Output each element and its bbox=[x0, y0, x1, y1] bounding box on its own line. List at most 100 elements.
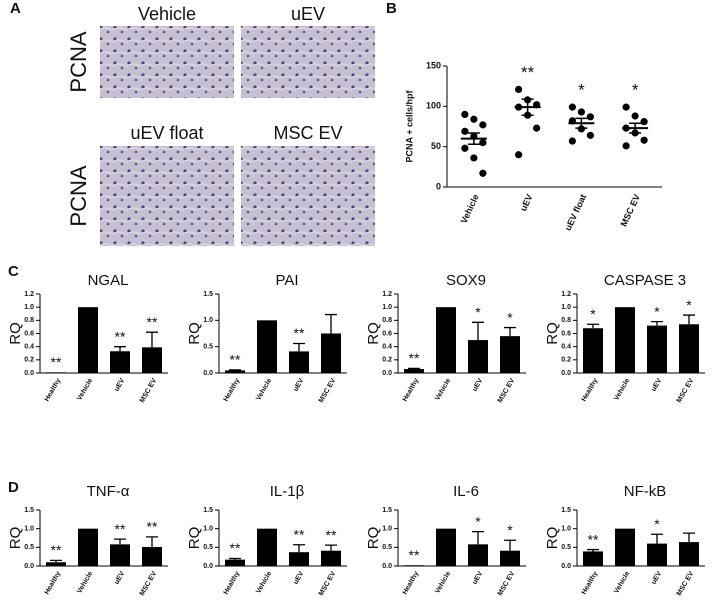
data-point bbox=[479, 169, 487, 177]
x-tick-label: MSC EV bbox=[139, 377, 159, 404]
significance: ** bbox=[51, 542, 62, 558]
panel-label: D bbox=[8, 479, 19, 496]
bar bbox=[615, 307, 635, 373]
error-bar bbox=[521, 98, 534, 116]
y-tick-label: 1.0 bbox=[203, 526, 213, 533]
y-tick-label: 0.2 bbox=[382, 357, 392, 364]
y-tick-label: 0.5 bbox=[561, 544, 571, 551]
significance: * bbox=[632, 81, 639, 100]
significance: ** bbox=[51, 354, 62, 370]
bar bbox=[289, 351, 309, 373]
significance: * bbox=[654, 303, 660, 319]
bar bbox=[468, 340, 488, 373]
bar bbox=[321, 333, 341, 373]
data-point bbox=[622, 142, 630, 150]
bar bbox=[110, 351, 130, 373]
x-tick-label: Vehicle bbox=[76, 570, 94, 594]
bar bbox=[257, 320, 277, 373]
y-axis-label: RQ bbox=[186, 527, 203, 550]
data-point bbox=[622, 103, 630, 111]
y-tick-label: 1.0 bbox=[561, 526, 571, 533]
x-tick-label: uEV float bbox=[563, 193, 589, 233]
y-tick-label: 1.0 bbox=[24, 526, 34, 533]
micrograph-label: MSC EV bbox=[273, 123, 342, 143]
stain-label: PCNA bbox=[66, 165, 91, 226]
bar bbox=[78, 528, 98, 566]
y-tick-label: 0.5 bbox=[382, 544, 392, 551]
data-point bbox=[640, 118, 648, 126]
x-tick-label: Vehicle bbox=[434, 570, 452, 594]
y-axis-label: RQ bbox=[7, 322, 24, 345]
y-tick-label: 50 bbox=[431, 141, 441, 151]
significance: ** bbox=[115, 521, 126, 537]
x-tick-label: Healthy bbox=[402, 570, 421, 595]
y-tick-label: 0.4 bbox=[382, 344, 392, 351]
significance: ** bbox=[409, 547, 420, 563]
error-bar bbox=[472, 321, 484, 341]
error-bar bbox=[229, 369, 241, 371]
significance: ** bbox=[147, 519, 158, 535]
error-bar bbox=[325, 544, 337, 551]
panel-label: B bbox=[386, 0, 397, 17]
x-tick-label: uEV bbox=[650, 570, 663, 586]
micrograph-label: Vehicle bbox=[138, 4, 196, 24]
y-tick-label: 0.8 bbox=[561, 317, 571, 324]
data-point bbox=[461, 144, 469, 152]
x-tick-label: uEV bbox=[518, 193, 534, 213]
error-bar bbox=[683, 532, 695, 543]
y-axis-label: RQ bbox=[7, 527, 24, 550]
significance: ** bbox=[230, 540, 241, 556]
y-tick-label: 0.2 bbox=[561, 357, 571, 364]
x-tick-label: Healthy bbox=[402, 377, 421, 402]
y-tick-label: 150 bbox=[426, 60, 441, 70]
y-tick-label: 1.2 bbox=[561, 291, 571, 298]
error-bar bbox=[504, 539, 516, 551]
y-tick-label: 1.0 bbox=[561, 304, 571, 311]
micrograph bbox=[241, 146, 375, 246]
significance: ** bbox=[521, 63, 535, 82]
y-axis-label: RQ bbox=[365, 527, 382, 550]
data-point bbox=[461, 127, 469, 135]
y-tick-label: 0.4 bbox=[561, 344, 571, 351]
y-tick-label: 0.5 bbox=[203, 344, 213, 351]
error-bar bbox=[293, 544, 305, 553]
bar bbox=[436, 307, 456, 373]
x-tick-label: uEV bbox=[471, 570, 484, 586]
x-tick-label: Healthy bbox=[581, 570, 600, 595]
x-tick-label: MSC EV bbox=[318, 570, 338, 597]
significance: ** bbox=[326, 527, 337, 543]
y-tick-label: 0.6 bbox=[561, 330, 571, 337]
data-point bbox=[568, 103, 576, 111]
bar bbox=[583, 328, 603, 373]
significance: ** bbox=[147, 314, 158, 330]
x-tick-label: MSC EV bbox=[497, 570, 517, 597]
bar bbox=[500, 550, 520, 566]
error-bar bbox=[629, 122, 642, 134]
data-point bbox=[640, 136, 648, 144]
y-tick-label: 0.2 bbox=[24, 357, 34, 364]
y-tick-label: 1.0 bbox=[203, 317, 213, 324]
bar bbox=[404, 369, 424, 373]
x-tick-label: Vehicle bbox=[76, 377, 94, 401]
bar bbox=[615, 528, 635, 566]
micrograph bbox=[100, 26, 234, 98]
data-point bbox=[479, 121, 487, 129]
significance: ** bbox=[588, 531, 599, 547]
error-bar bbox=[293, 342, 305, 352]
x-tick-label: Healthy bbox=[44, 570, 63, 595]
y-tick-label: 0.0 bbox=[382, 370, 392, 377]
significance: * bbox=[475, 513, 481, 529]
bar bbox=[46, 562, 66, 566]
y-tick-label: 0.5 bbox=[24, 544, 34, 551]
bar bbox=[647, 325, 667, 373]
data-point bbox=[586, 131, 594, 139]
error-bar bbox=[472, 531, 484, 545]
error-bar bbox=[146, 331, 158, 348]
chart-title: SOX9 bbox=[446, 272, 486, 289]
significance: * bbox=[507, 522, 513, 538]
chart-title: TNF-α bbox=[87, 483, 130, 500]
error-bar bbox=[651, 533, 663, 544]
y-tick-label: 0.0 bbox=[561, 563, 571, 570]
x-tick-label: MSC EV bbox=[676, 570, 696, 597]
